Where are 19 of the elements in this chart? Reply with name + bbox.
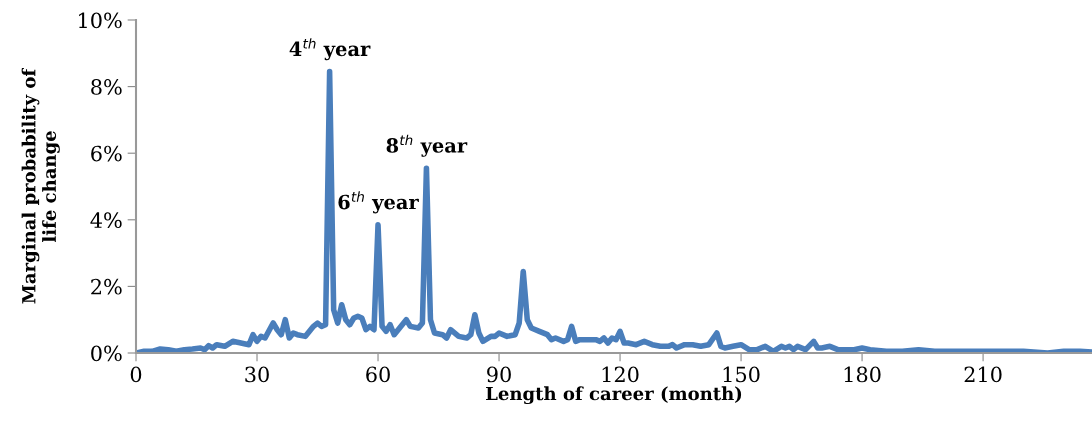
annotation: 4$^{th}$ year — [289, 38, 371, 61]
x-tick-label: 60 — [366, 366, 390, 383]
x-tick-label: 90 — [487, 366, 511, 383]
y-tick-label: 10% — [79, 12, 122, 29]
y-tick-label: 0% — [91, 345, 122, 362]
x-tick-label: 0 — [130, 366, 142, 383]
x-axis-title: Length of career (month) — [486, 386, 742, 405]
y-axis-title: Marginal probability of life change — [21, 67, 60, 304]
annotation: 8$^{th}$ year — [386, 134, 468, 157]
y-tick-label: 8% — [91, 79, 122, 95]
x-tick-label: 30 — [245, 366, 269, 383]
y-tick-label: 2% — [91, 278, 122, 295]
x-tick-label: 150 — [723, 366, 760, 383]
y-tick-label: 6% — [91, 145, 122, 162]
y-tick-label: 4% — [90, 212, 122, 229]
x-tick-label: 180 — [844, 366, 881, 383]
annotation: 6$^{th}$ year — [338, 191, 419, 214]
x-tick-label: 120 — [602, 366, 639, 383]
x-tick-label: 210 — [964, 366, 1002, 383]
